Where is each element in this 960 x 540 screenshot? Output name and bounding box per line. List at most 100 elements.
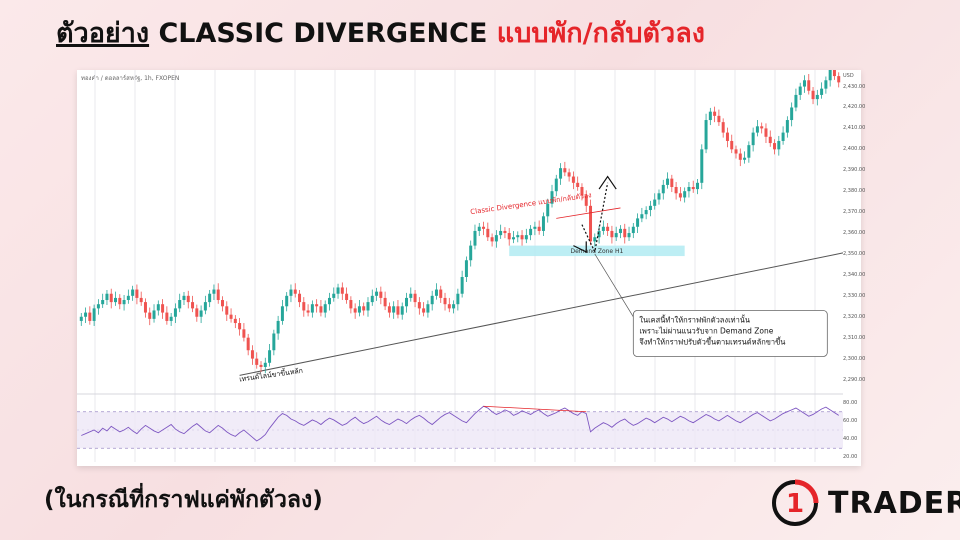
candle-body [751,132,755,146]
candle-body [511,237,515,240]
candle-body [285,295,289,307]
candle-body [426,304,430,313]
candle-body [92,308,96,321]
candle-body [298,293,302,303]
candle-body [700,149,704,183]
candle-body [773,143,777,150]
candle-body [109,293,113,303]
y-tick-label: 2,340.00 [843,271,866,278]
rsi-tick-label: 80.00 [843,399,858,406]
candle-body [708,111,712,121]
candle-body [413,293,417,303]
candle-body [657,193,661,200]
candle-body [302,302,306,311]
candle-body [447,304,451,309]
candle-body [315,304,319,307]
candle-body [135,289,139,298]
candle-body [520,235,524,240]
candle-body [554,178,558,192]
candle-body [828,70,832,81]
rsi-tick-label: 40.00 [843,436,858,443]
candle-body [725,132,729,141]
candle-body [623,228,627,238]
brand-logo: 1 TRADER [770,476,960,532]
y-tick-label: 2,410.00 [843,125,866,132]
y-tick-label: 2,430.00 [843,83,866,90]
candle-body [422,308,426,313]
candle-body [541,216,545,231]
candle-body [503,230,507,234]
candle-body [456,293,460,305]
candle-body [768,136,772,144]
candle-body [96,304,100,309]
candle-body [824,80,828,89]
candle-body [687,187,691,192]
rsi-tick-label: 60.00 [843,417,858,424]
y-tick-label: 2,290.00 [843,376,866,383]
candle-body [375,291,379,296]
candle-body [490,237,494,242]
candle-body [242,329,246,338]
candle-body [721,122,725,133]
candle-body [195,308,199,317]
candle-body [747,145,751,158]
candle-body [785,120,789,133]
trendline [239,252,844,376]
candle-body [405,297,409,307]
candle-body [550,191,554,204]
demand-zone [509,245,685,257]
candle-body [259,364,263,367]
candle-body [148,312,152,319]
candle-body [674,187,678,194]
y-tick-label: 2,300.00 [843,355,866,362]
note-line: เพราะไม่ผ่านแนวรับจาก Demand Zone [639,326,773,335]
y-tick-label: 2,380.00 [843,188,866,195]
candle-body [366,302,370,311]
candle-body [268,350,272,363]
candle-body [114,297,118,303]
candle-body [126,295,130,301]
candle-body [696,182,700,190]
candle-body [131,289,135,296]
candle-body [199,310,203,317]
title-pullback-reversal: แบบพัก/กลับตัวลง [496,18,705,49]
candle-body [837,76,841,83]
chart-symbol: ทองคำ / ดอลลาร์สหรัฐ, 1h, FXOPEN [81,75,180,82]
candle-body [477,226,481,231]
candle-body [486,228,490,238]
candle-body [289,289,293,296]
candle-body [400,306,404,315]
candle-body [636,218,640,227]
candle-body [263,362,267,367]
candle-body [734,149,738,154]
candle-body [567,172,571,177]
candle-body [387,306,391,313]
candle-body [469,245,473,261]
candle-body [362,306,366,311]
candle-body [246,337,250,351]
candle-body [755,126,759,133]
candle-body [345,293,349,301]
candle-body [233,318,237,324]
candle-body [156,304,160,311]
candle-body [760,126,764,129]
candle-body [507,233,511,240]
candle-body [357,306,361,313]
candle-body [794,94,798,108]
y-tick-label: 2,400.00 [843,146,866,153]
price-chart: Demand Zone H1 Classic Divergence แบบพัก/… [77,70,844,462]
candle-body [186,295,190,303]
candle-body [182,295,186,301]
candle-body [452,304,456,309]
candle-body [815,94,819,100]
reversal-path [581,182,609,254]
note-leader-line [594,253,634,317]
candle-body [293,289,297,294]
candle-body [220,300,224,307]
candle-body [743,157,747,160]
candle-body [79,316,83,321]
candle-body [516,235,520,238]
candle-body [717,115,721,123]
candle-body [537,226,541,231]
candle-body [678,193,682,198]
